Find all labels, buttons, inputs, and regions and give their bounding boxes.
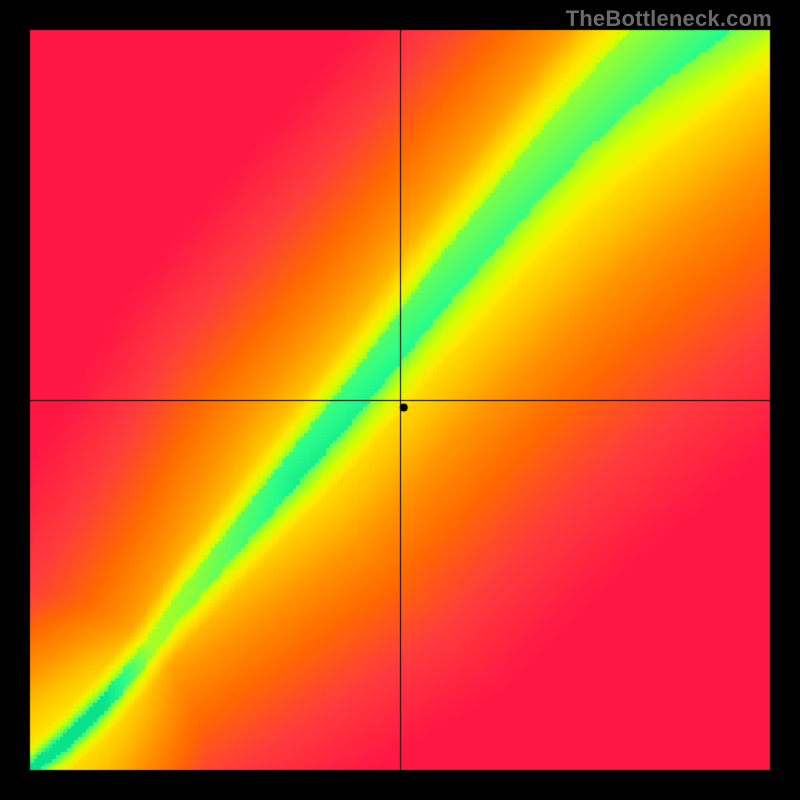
watermark-text: TheBottleneck.com [566, 6, 772, 32]
chart-container: TheBottleneck.com [0, 0, 800, 800]
bottleneck-heatmap [0, 0, 800, 800]
